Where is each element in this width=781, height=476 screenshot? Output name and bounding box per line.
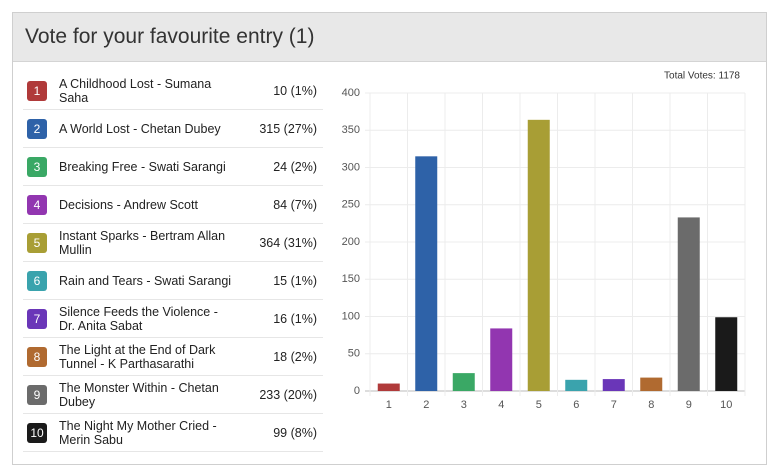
entry-row: 10 The Night My Mother Cried - Merin Sabu… bbox=[23, 414, 323, 452]
entry-title: Rain and Tears - Swati Sarangi bbox=[59, 273, 232, 288]
entry-number: 5 bbox=[27, 232, 47, 253]
entry-votes: 84 (7%) bbox=[243, 198, 323, 212]
vote-percent: (31%) bbox=[283, 235, 317, 250]
entry-number: 4 bbox=[27, 194, 47, 215]
y-tick-label: 50 bbox=[348, 348, 360, 360]
bar bbox=[415, 156, 438, 391]
vote-percent: (27%) bbox=[283, 121, 317, 136]
vote-count: 364 bbox=[259, 235, 281, 250]
vote-count: 84 bbox=[273, 197, 288, 212]
total-votes: Total Votes: 1178 bbox=[664, 71, 740, 82]
entry-votes: 99 (8%) bbox=[243, 426, 323, 440]
entry-title: The Monster Within - Chetan Dubey bbox=[59, 380, 219, 409]
entry-title: Decisions - Andrew Scott bbox=[59, 197, 198, 212]
entry-number: 9 bbox=[27, 384, 47, 405]
entry-list: 1 A Childhood Lost - Sumana Saha 10 (1%) 2 A… bbox=[23, 72, 323, 452]
vote-count: 15 bbox=[273, 273, 288, 288]
entry-title: A World Lost - Chetan Dubey bbox=[59, 121, 221, 136]
panel-header: Vote for your favourite entry (1) bbox=[13, 13, 766, 62]
entry-number: 6 bbox=[27, 270, 47, 291]
vote-count: 18 bbox=[273, 349, 288, 364]
y-tick-label: 0 bbox=[354, 385, 360, 397]
vote-percent: (1%) bbox=[290, 311, 317, 326]
entry-votes: 233 (20%) bbox=[243, 388, 323, 402]
entry-votes: 16 (1%) bbox=[243, 312, 323, 326]
bar bbox=[677, 217, 700, 391]
x-tick-label: 9 bbox=[686, 399, 692, 411]
y-tick-label: 300 bbox=[342, 161, 360, 173]
x-tick-label: 10 bbox=[720, 399, 732, 411]
poll-panel: Vote for your favourite entry (1) 1 A Chi… bbox=[12, 12, 767, 465]
entry-votes: 10 (1%) bbox=[243, 84, 323, 98]
entry-number: 2 bbox=[27, 118, 47, 139]
bar bbox=[527, 119, 550, 391]
y-tick-label: 350 bbox=[342, 124, 360, 136]
entry-votes: 364 (31%) bbox=[243, 236, 323, 250]
entry-title: The Night My Mother Cried - Merin Sabu bbox=[59, 418, 217, 447]
entry-row: 6 Rain and Tears - Swati Sarangi 15 (1%) bbox=[23, 262, 323, 300]
x-tick-label: 6 bbox=[573, 399, 579, 411]
vote-percent: (2%) bbox=[290, 349, 317, 364]
vote-count: 10 bbox=[273, 83, 288, 98]
bar bbox=[715, 317, 738, 391]
x-tick-label: 5 bbox=[536, 399, 542, 411]
entry-title: The Light at the End of Dark Tunnel - K … bbox=[59, 342, 216, 371]
x-tick-label: 8 bbox=[648, 399, 654, 411]
vote-count: 233 bbox=[259, 387, 281, 402]
vote-percent: (20%) bbox=[283, 387, 317, 402]
entry-number: 1 bbox=[27, 80, 47, 101]
y-tick-label: 100 bbox=[342, 310, 360, 322]
vote-percent: (1%) bbox=[290, 83, 317, 98]
entry-row: 5 Instant Sparks - Bertram Allan Mullin 36… bbox=[23, 224, 323, 262]
y-tick-label: 250 bbox=[342, 199, 360, 211]
vote-count: 315 bbox=[259, 121, 281, 136]
y-tick-label: 150 bbox=[342, 273, 360, 285]
entry-title: Breaking Free - Swati Sarangi bbox=[59, 159, 226, 174]
bar bbox=[452, 373, 475, 391]
bar bbox=[490, 328, 513, 391]
entry-number: 10 bbox=[27, 422, 47, 443]
vote-percent: (7%) bbox=[290, 197, 317, 212]
bar bbox=[640, 377, 663, 391]
vote-count: 24 bbox=[273, 159, 288, 174]
entry-title: Silence Feeds the Violence - Dr. Anita S… bbox=[59, 304, 218, 333]
x-tick-label: 4 bbox=[498, 399, 504, 411]
entry-row: 9 The Monster Within - Chetan Dubey 233 (2… bbox=[23, 376, 323, 414]
entry-votes: 315 (27%) bbox=[243, 122, 323, 136]
entry-row: 1 A Childhood Lost - Sumana Saha 10 (1%) bbox=[23, 72, 323, 110]
entry-row: 7 Silence Feeds the Violence - Dr. Anita … bbox=[23, 300, 323, 338]
x-tick-label: 2 bbox=[423, 399, 429, 411]
entry-title: Instant Sparks - Bertram Allan Mullin bbox=[59, 228, 226, 257]
entry-row: 8 The Light at the End of Dark Tunnel - K… bbox=[23, 338, 323, 376]
entry-number: 8 bbox=[27, 346, 47, 367]
entry-votes: 15 (1%) bbox=[243, 274, 323, 288]
vote-count: 99 bbox=[273, 425, 288, 440]
vote-percent: (8%) bbox=[290, 425, 317, 440]
vote-count: 16 bbox=[273, 311, 288, 326]
entry-number: 3 bbox=[27, 156, 47, 177]
bar bbox=[377, 383, 400, 391]
bar bbox=[602, 379, 625, 391]
x-tick-label: 7 bbox=[611, 399, 617, 411]
entry-row: 3 Breaking Free - Swati Sarangi 24 (2%) bbox=[23, 148, 323, 186]
entry-row: 4 Decisions - Andrew Scott 84 (7%) bbox=[23, 186, 323, 224]
x-tick-label: 3 bbox=[461, 399, 467, 411]
y-tick-label: 200 bbox=[342, 236, 360, 248]
vote-percent: (1%) bbox=[290, 273, 317, 288]
bar bbox=[565, 379, 588, 391]
y-tick-label: 400 bbox=[342, 87, 360, 99]
entry-votes: 24 (2%) bbox=[243, 160, 323, 174]
entry-votes: 18 (2%) bbox=[243, 350, 323, 364]
entry-number: 7 bbox=[27, 308, 47, 329]
entry-row: 2 A World Lost - Chetan Dubey 315 (27%) bbox=[23, 110, 323, 148]
x-tick-label: 1 bbox=[386, 399, 392, 411]
vote-percent: (2%) bbox=[290, 159, 317, 174]
entry-title: A Childhood Lost - Sumana Saha bbox=[59, 76, 212, 105]
